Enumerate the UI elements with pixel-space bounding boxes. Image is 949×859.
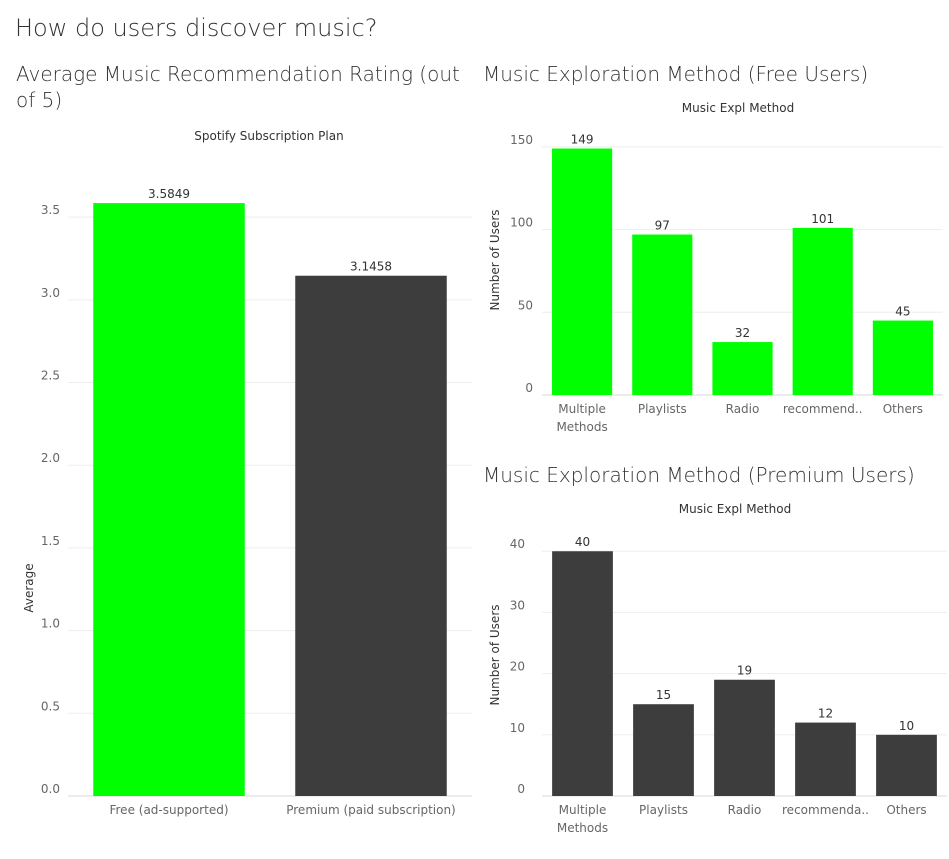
rating-category-label: Free (ad-supported): [109, 803, 228, 817]
premium-category-label: Others: [886, 803, 926, 817]
rating-y-tick-label: 1.5: [41, 534, 60, 548]
free-y-tick-label: 150: [510, 133, 533, 147]
rating-bar[interactable]: [295, 275, 447, 796]
free-bar[interactable]: [792, 227, 853, 395]
premium-data-label: 40: [575, 535, 590, 549]
free-category-label: recommend..: [783, 402, 863, 416]
free-data-label: 97: [655, 219, 670, 233]
premium-y-tick-label: 20: [510, 660, 525, 674]
free-data-label: 45: [895, 305, 910, 319]
free-y-tick-label: 100: [510, 216, 533, 230]
premium-bar[interactable]: [876, 734, 937, 796]
premium-users-bar-chart: Music Expl Method Number of Users 0 10 20 3…: [488, 502, 947, 835]
premium-category-label: recommenda..: [782, 803, 869, 817]
rating-column-header: Spotify Subscription Plan: [194, 129, 343, 143]
premium-bar[interactable]: [795, 722, 856, 796]
rating-bar-chart: Spotify Subscription Plan Average 0.0 0.5…: [22, 129, 472, 817]
free-bar[interactable]: [552, 148, 613, 395]
free-y-axis-label: Number of Users: [488, 209, 502, 310]
premium-bar[interactable]: [633, 704, 694, 796]
premium-y-tick-label: 0: [517, 782, 525, 796]
premium-category-label: Radio: [728, 803, 762, 817]
premium-plot-area: 0 10 20 30 40 40 Multiple Methods 15 Playlists 19 R…: [510, 535, 947, 835]
rating-y-tick-label: 0.0: [41, 782, 60, 796]
premium-data-label: 10: [899, 719, 914, 733]
free-category-label: Multiple Methods: [556, 402, 607, 434]
rating-y-tick-label: 3.5: [41, 203, 60, 217]
premium-chart-title: Music Exploration Method (Premium Users): [483, 463, 915, 487]
rating-bar[interactable]: [93, 203, 245, 797]
rating-category-label: Premium (paid subscription): [286, 803, 456, 817]
free-column-header: Music Expl Method: [682, 101, 794, 115]
premium-y-tick-label: 30: [510, 598, 525, 612]
rating-y-axis-label: Average: [22, 563, 36, 612]
free-y-tick-label: 0: [525, 381, 533, 395]
free-data-label: 32: [735, 326, 750, 340]
rating-plot-area: 0.0 0.5 1.0 1.5 2.0 2.5 3.0 3.5 3.5849 Free (ad-s…: [41, 187, 472, 817]
premium-data-label: 12: [818, 707, 833, 721]
rating-data-label: 3.1458: [350, 260, 392, 274]
free-chart-title: Music Exploration Method (Free Users): [483, 62, 869, 86]
premium-category-label: Multiple Methods: [557, 803, 608, 835]
premium-category-label: Playlists: [639, 803, 688, 817]
free-category-label: Radio: [726, 402, 760, 416]
free-y-tick-label: 50: [518, 298, 533, 312]
free-data-label: 149: [571, 133, 594, 147]
free-plot-area: 0 50 100 150 149 Multiple Methods 97 Playlists 32…: [510, 133, 943, 434]
free-bar[interactable]: [712, 342, 773, 395]
rating-y-tick-label: 3.0: [41, 286, 60, 300]
rating-y-tick-label: 1.0: [41, 617, 60, 631]
premium-bar[interactable]: [714, 679, 775, 796]
rating-chart-title: Average Music Recommendation Rating (out…: [16, 62, 460, 113]
free-category-label: Playlists: [638, 402, 687, 416]
rating-y-tick-label: 2.0: [41, 451, 60, 465]
premium-y-tick-label: 40: [510, 537, 525, 551]
rating-y-tick-label: 0.5: [41, 699, 60, 713]
premium-y-axis-label: Number of Users: [488, 604, 502, 705]
free-bar[interactable]: [632, 234, 693, 395]
rating-data-label: 3.5849: [148, 187, 190, 201]
free-data-label: 101: [811, 212, 834, 226]
free-category-label: Others: [883, 402, 923, 416]
free-bar[interactable]: [872, 320, 933, 395]
premium-column-header: Music Expl Method: [679, 502, 791, 516]
premium-data-label: 19: [737, 664, 752, 678]
premium-data-label: 15: [656, 688, 671, 702]
rating-y-tick-label: 2.5: [41, 369, 60, 383]
premium-y-tick-label: 10: [510, 721, 525, 735]
free-users-bar-chart: Music Expl Method Number of Users 0 50 100…: [488, 101, 943, 434]
dashboard-title: How do users discover music?: [15, 14, 378, 42]
premium-bar[interactable]: [552, 551, 613, 796]
